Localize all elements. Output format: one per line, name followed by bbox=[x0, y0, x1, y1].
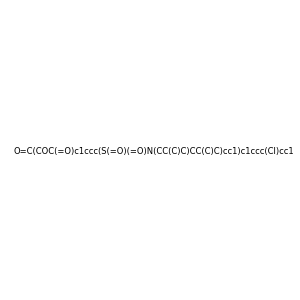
Text: O=C(COC(=O)c1ccc(S(=O)(=O)N(CC(C)C)CC(C)C)cc1)c1ccc(Cl)cc1: O=C(COC(=O)c1ccc(S(=O)(=O)N(CC(C)C)CC(C)… bbox=[14, 147, 294, 156]
